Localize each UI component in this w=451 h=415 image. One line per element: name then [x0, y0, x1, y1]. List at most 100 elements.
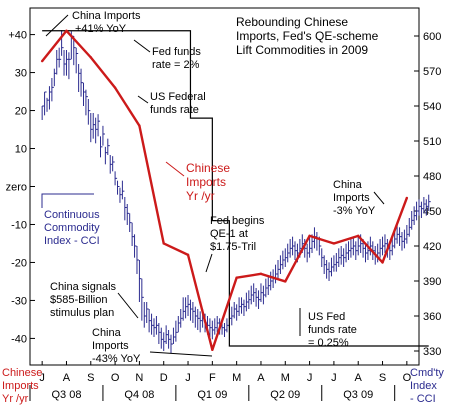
- left-tick-label: 10: [15, 144, 27, 156]
- right-tick-label: 480: [423, 171, 441, 183]
- annotation-leader: [45, 14, 69, 37]
- chart-title-line-2: Imports, Fed's QE-scheme: [236, 29, 379, 43]
- annotation-text: Imports: [92, 340, 129, 352]
- annotation-us-federal-funds-rate: US Federal funds rate: [137, 91, 206, 116]
- right-axis-label-line-3: - CCI: [410, 393, 436, 405]
- left-tick-label: 20: [15, 106, 27, 118]
- chinese-imports-series: [40, 29, 409, 352]
- month-label: M: [232, 372, 241, 384]
- annotation-leader: [205, 253, 213, 273]
- chinese-imports-point: [89, 56, 92, 59]
- annotation-text: Chinese: [186, 161, 230, 175]
- annotation-text: Yr /yr: [186, 189, 215, 203]
- annotation-fed-qe1: Fed begins QE-1 at $1.75-Tril: [205, 215, 265, 273]
- annotation-text: China signals: [50, 281, 117, 293]
- annotation-text: $585-Billion: [50, 294, 107, 306]
- annotation-leader: [165, 161, 185, 177]
- annotation-text: funds rate: [308, 324, 357, 336]
- annotation-text: rate = 2%: [152, 59, 200, 71]
- chinese-imports-point: [259, 272, 263, 276]
- annotation-text: Continuous: [44, 209, 100, 221]
- chinese-imports-point: [40, 59, 44, 63]
- chart-title-line-3: Lift Commodities in 2009: [236, 43, 368, 57]
- month-label: O: [403, 372, 412, 384]
- annotation-text: US Federal: [150, 91, 206, 103]
- chinese-imports-point: [405, 196, 409, 200]
- chinese-imports-point: [332, 242, 336, 245]
- annotation-text: -43% YoY: [92, 353, 141, 365]
- chinese-imports-point: [381, 261, 384, 264]
- annotation-leader: [373, 191, 385, 205]
- left-axis-label-line-2: Imports: [2, 380, 39, 392]
- annotation-text: QE-1 at: [210, 228, 248, 240]
- annotation-china-imports-low: China Imports -43% YoY: [92, 327, 213, 365]
- annotation-text: Index - CCI: [44, 235, 100, 247]
- annotation-text: China: [92, 327, 122, 339]
- chart-title-line-1: Rebounding Chinese: [236, 15, 348, 29]
- left-tick-label: -30: [11, 295, 27, 307]
- annotation-leader: [117, 292, 139, 319]
- annotation-text: = 0.25%: [308, 337, 349, 349]
- quarter-label: Q1 09: [197, 389, 227, 401]
- right-tick-label: 330: [423, 346, 441, 358]
- chinese-imports-point: [284, 280, 287, 283]
- quarter-label: Q2 09: [270, 389, 300, 401]
- right-tick-label: 360: [423, 311, 441, 323]
- left-tick-label: zero: [6, 182, 27, 194]
- annotation-leader: [149, 351, 213, 357]
- month-label: J: [307, 372, 313, 384]
- month-label: A: [355, 372, 363, 384]
- right-tick-label: 600: [423, 31, 441, 43]
- left-axis-label-line-3: Yr /yr: [2, 393, 29, 405]
- month-label: F: [209, 372, 216, 384]
- right-tick-label: 570: [423, 66, 441, 78]
- x-axis: J A S O N D J F M A M J J A S O Q3 08 Q4 08 Q1 09 Q2 09 Q3 0…: [29, 361, 412, 401]
- left-tick-label: 30: [15, 68, 27, 80]
- quarter-label: Q3 09: [343, 389, 373, 401]
- chinese-imports-point: [65, 29, 68, 32]
- month-label: S: [379, 372, 386, 384]
- annotation-text: Fed funds: [152, 46, 201, 58]
- fed-funds-series: [42, 30, 429, 347]
- right-axis-label-line-2: Index: [410, 380, 437, 392]
- right-tick-label: 540: [423, 101, 441, 113]
- annotation-china-stimulus: China signals $585-Billion stimulus plan: [50, 281, 139, 319]
- annotation-text: US Fed: [308, 311, 345, 323]
- month-label: O: [111, 372, 120, 384]
- left-tick-label: -20: [11, 257, 27, 269]
- annotation-us-fed-025: US Fed funds rate = 0.25%: [299, 308, 357, 349]
- month-label: J: [39, 372, 45, 384]
- month-label: N: [135, 372, 143, 384]
- chinese-imports-point: [138, 124, 141, 127]
- right-tick-label: 510: [423, 136, 441, 148]
- quarter-label: Q4 08: [124, 389, 154, 401]
- fed-funds-line: [42, 30, 429, 347]
- left-tick-label: -40: [11, 333, 27, 345]
- month-label: M: [281, 372, 290, 384]
- left-tick-label: -10: [11, 219, 27, 231]
- left-axis-label-line-1: Chinese: [2, 367, 42, 379]
- chinese-imports-point: [211, 348, 214, 352]
- chinese-imports-point: [186, 253, 190, 257]
- annotation-text: Commodity: [44, 222, 100, 234]
- left-tick-label: +40: [8, 30, 27, 42]
- month-label: D: [160, 372, 168, 384]
- chinese-imports-point: [113, 86, 117, 89]
- annotation-fed-funds-2: Fed funds rate = 2%: [133, 39, 201, 71]
- annotation-text: stimulus plan: [50, 307, 114, 319]
- annotation-text: Imports: [333, 192, 370, 204]
- annotation-text: China: [333, 179, 363, 191]
- month-label: A: [63, 372, 71, 384]
- chinese-imports-point: [162, 242, 165, 245]
- right-tick-label: 450: [423, 206, 441, 218]
- annotation-text: +41% YoY: [75, 23, 127, 35]
- annotation-text: China Imports: [72, 10, 141, 22]
- annotation-china-imports-high: China Imports +41% YoY: [45, 10, 141, 37]
- annotation-leader: [133, 39, 151, 53]
- month-label: J: [331, 372, 337, 384]
- right-axis: 600 570 540 510 480 450 420 390 360 330: [414, 31, 441, 358]
- annotation-leader: [41, 193, 94, 208]
- month-label: A: [257, 372, 265, 384]
- left-axis: +40 30 20 10 zero -10 -20 -30 -40: [6, 30, 35, 345]
